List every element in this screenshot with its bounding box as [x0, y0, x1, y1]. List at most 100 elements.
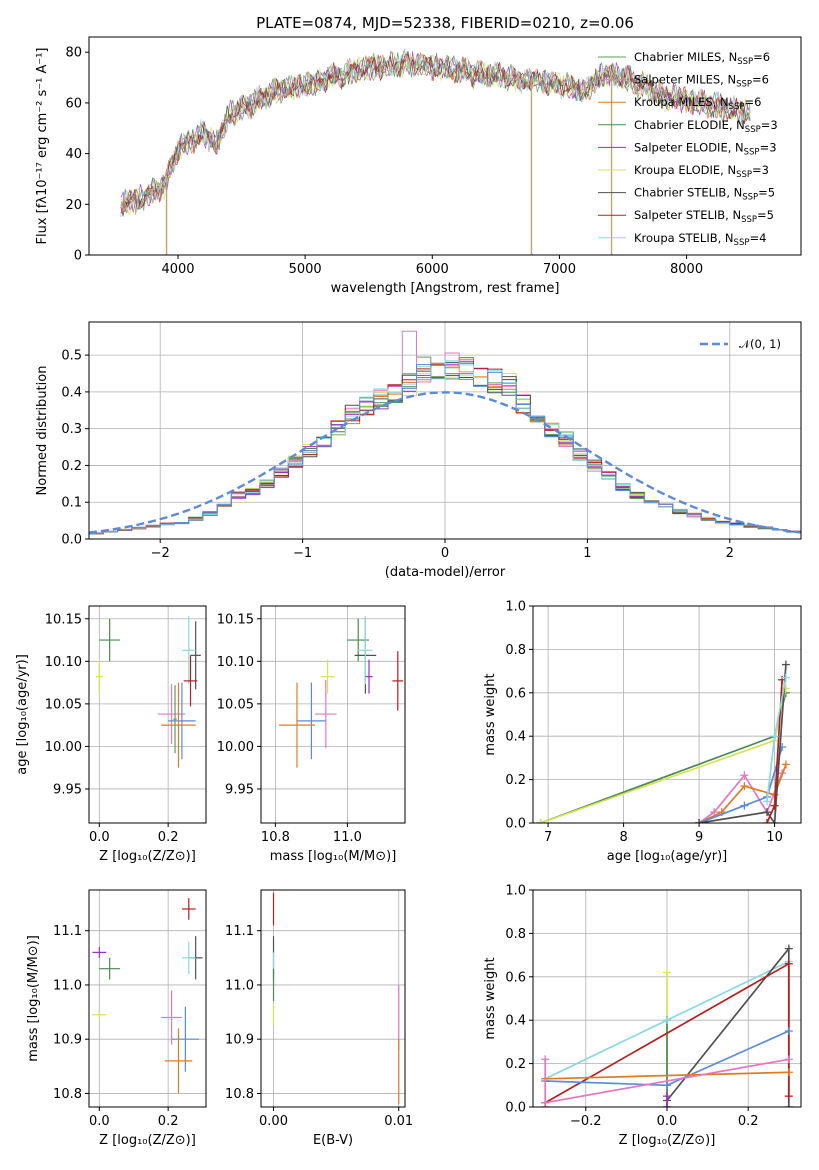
- y-tick-label: 0.6: [505, 970, 526, 985]
- x-tick-label: 9: [695, 830, 703, 845]
- y-tick-label: 0.5: [61, 349, 82, 364]
- y-tick-label: 0.8: [505, 643, 526, 658]
- plot-area: [541, 944, 793, 1107]
- y-tick-label: 80: [65, 46, 82, 61]
- plot-area: [120, 48, 751, 255]
- x-tick-label: 8: [619, 830, 627, 845]
- spectrum-line: [120, 48, 751, 213]
- y-tick-label: 0.2: [505, 1057, 526, 1072]
- legend-label: Kroupa STELIB, NSSP=4: [634, 231, 766, 248]
- x-tick-label: −2: [151, 546, 170, 561]
- y-tick-label: 0.6: [505, 686, 526, 701]
- x-tick-label: 10.8: [261, 830, 290, 845]
- panel-2: −2 −1 0 1 2 0.0 0.1 0.2 0.3 0.4 0.5 (data-model)/er…: [35, 321, 802, 580]
- x-tick-label: 0.0: [89, 1114, 110, 1129]
- y-tick-label: 10.00: [217, 740, 254, 755]
- plot-area: [92, 898, 203, 1094]
- panel-3: 0.0 0.2 9.95 10.00 10.05 10.10 10.15 Z [log₁₀(Z…: [15, 605, 207, 864]
- x-axis-label: Z [log₁₀(Z/Z⊙)]: [99, 849, 196, 864]
- y-tick-label: 10.10: [217, 655, 254, 670]
- y-tick-label: 11.0: [225, 978, 254, 993]
- panel-4: 10.8 11.0 9.95 10.00 10.05 10.10 10.15 mass [lo…: [217, 605, 406, 864]
- y-tick-label: 9.95: [225, 782, 254, 797]
- axes-frame: [532, 605, 802, 824]
- y-tick-label: 10.15: [45, 612, 82, 627]
- x-tick-label: 1: [583, 546, 591, 561]
- y-tick-label: 0.3: [61, 422, 82, 437]
- plot-area: [89, 330, 801, 539]
- panel-6: 0.0 0.2 10.8 10.9 11.0 11.1 Z [log₁₀(Z/Z⊙)] mas…: [26, 889, 207, 1148]
- plot-area: [95, 616, 201, 768]
- y-tick-label: 11.0: [53, 978, 82, 993]
- y-axis-label: Flux [fλ10⁻¹⁷ erg cm⁻² s⁻¹ A⁻¹]: [35, 48, 50, 245]
- y-tick-label: 0.4: [505, 1014, 526, 1029]
- legend-label: Chabrier ELODIE, NSSP=3: [634, 118, 778, 135]
- x-tick-label: 2: [726, 546, 734, 561]
- axes-frame: [88, 605, 207, 824]
- axes-frame: [88, 889, 207, 1108]
- plot-area: [279, 616, 404, 768]
- x-tick-label: 0.0: [657, 1114, 678, 1129]
- x-axis-label: Z [log₁₀(Z/Z⊙)]: [99, 1133, 196, 1148]
- x-tick-label: 5000: [289, 262, 322, 277]
- axes-frame: [260, 605, 406, 824]
- y-axis-label: mass weight: [483, 673, 498, 755]
- y-tick-label: 10.05: [45, 697, 82, 712]
- y-tick-label: 0.2: [505, 773, 526, 788]
- y-tick-label: 10.8: [225, 1087, 254, 1102]
- y-tick-label: 0.4: [505, 730, 526, 745]
- axes-frame: [88, 321, 802, 540]
- plot-area: [272, 892, 400, 1105]
- x-tick-label: 11.0: [333, 830, 362, 845]
- x-tick-label: 0.2: [158, 1114, 179, 1129]
- legend-label: Chabrier MILES, NSSP=6: [634, 50, 770, 67]
- legend-label: Salpeter ELODIE, NSSP=3: [634, 140, 777, 157]
- weight-line: [698, 664, 787, 823]
- x-tick-label: 0.01: [384, 1114, 413, 1129]
- y-tick-label: 0.0: [61, 533, 82, 548]
- y-tick-label: 0: [74, 249, 82, 264]
- chart-title: PLATE=0874, MJD=52338, FIBERID=0210, z=0…: [256, 14, 634, 32]
- y-axis-label: mass [log₁₀(M/M⊙)]: [26, 935, 41, 1062]
- legend-label: Kroupa MILES, NSSP=6: [634, 95, 761, 112]
- legend-label: Salpeter MILES, NSSP=6: [634, 73, 769, 90]
- x-tick-label: 0.2: [738, 1114, 759, 1129]
- spectrum-line: [120, 51, 751, 217]
- x-axis-label: wavelength [Angstrom, rest frame]: [331, 281, 560, 296]
- panel-1: 4000 5000 6000 7000 8000 0 20 40 60 80 wavelength …: [35, 36, 802, 296]
- y-tick-label: 1.0: [505, 600, 526, 615]
- legend: Chabrier MILES, NSSP=6 Salpeter MILES, NS…: [598, 50, 778, 248]
- x-tick-label: 7000: [543, 262, 576, 277]
- y-tick-label: 0.2: [61, 459, 82, 474]
- y-tick-label: 10.15: [217, 612, 254, 627]
- histogram-series: [89, 364, 801, 539]
- y-tick-label: 10.9: [53, 1033, 82, 1048]
- x-tick-label: 8000: [670, 262, 703, 277]
- weight-line: [666, 946, 790, 1107]
- axes-frame: [532, 889, 802, 1108]
- x-tick-label: 0.0: [89, 830, 110, 845]
- x-tick-label: 6000: [416, 262, 449, 277]
- y-tick-label: 0.4: [61, 385, 82, 400]
- x-tick-label: 0.2: [158, 830, 179, 845]
- y-tick-label: 10.05: [217, 697, 254, 712]
- y-tick-label: 0.1: [61, 496, 82, 511]
- y-tick-label: 0.8: [505, 927, 526, 942]
- y-tick-label: 20: [65, 198, 82, 213]
- panel-7: 0.00 0.01 10.8 10.9 11.0 11.1 E(B-V): [225, 889, 413, 1148]
- y-tick-label: 9.95: [53, 782, 82, 797]
- x-tick-label: −0.2: [570, 1114, 602, 1129]
- y-tick-label: 11.1: [53, 924, 82, 939]
- y-tick-label: 10.8: [53, 1087, 82, 1102]
- legend-label: Salpeter STELIB, NSSP=5: [634, 208, 774, 225]
- y-tick-label: 10.00: [45, 740, 82, 755]
- y-tick-label: 11.1: [225, 924, 254, 939]
- y-tick-label: 10.9: [225, 1033, 254, 1048]
- plot-area: [536, 660, 790, 823]
- axes-frame: [260, 889, 406, 1108]
- x-axis-label: E(B-V): [313, 1133, 353, 1148]
- y-tick-label: 40: [65, 147, 82, 162]
- x-tick-label: 0: [441, 546, 449, 561]
- x-axis-label: Z [log₁₀(Z/Z⊙)]: [619, 1133, 716, 1148]
